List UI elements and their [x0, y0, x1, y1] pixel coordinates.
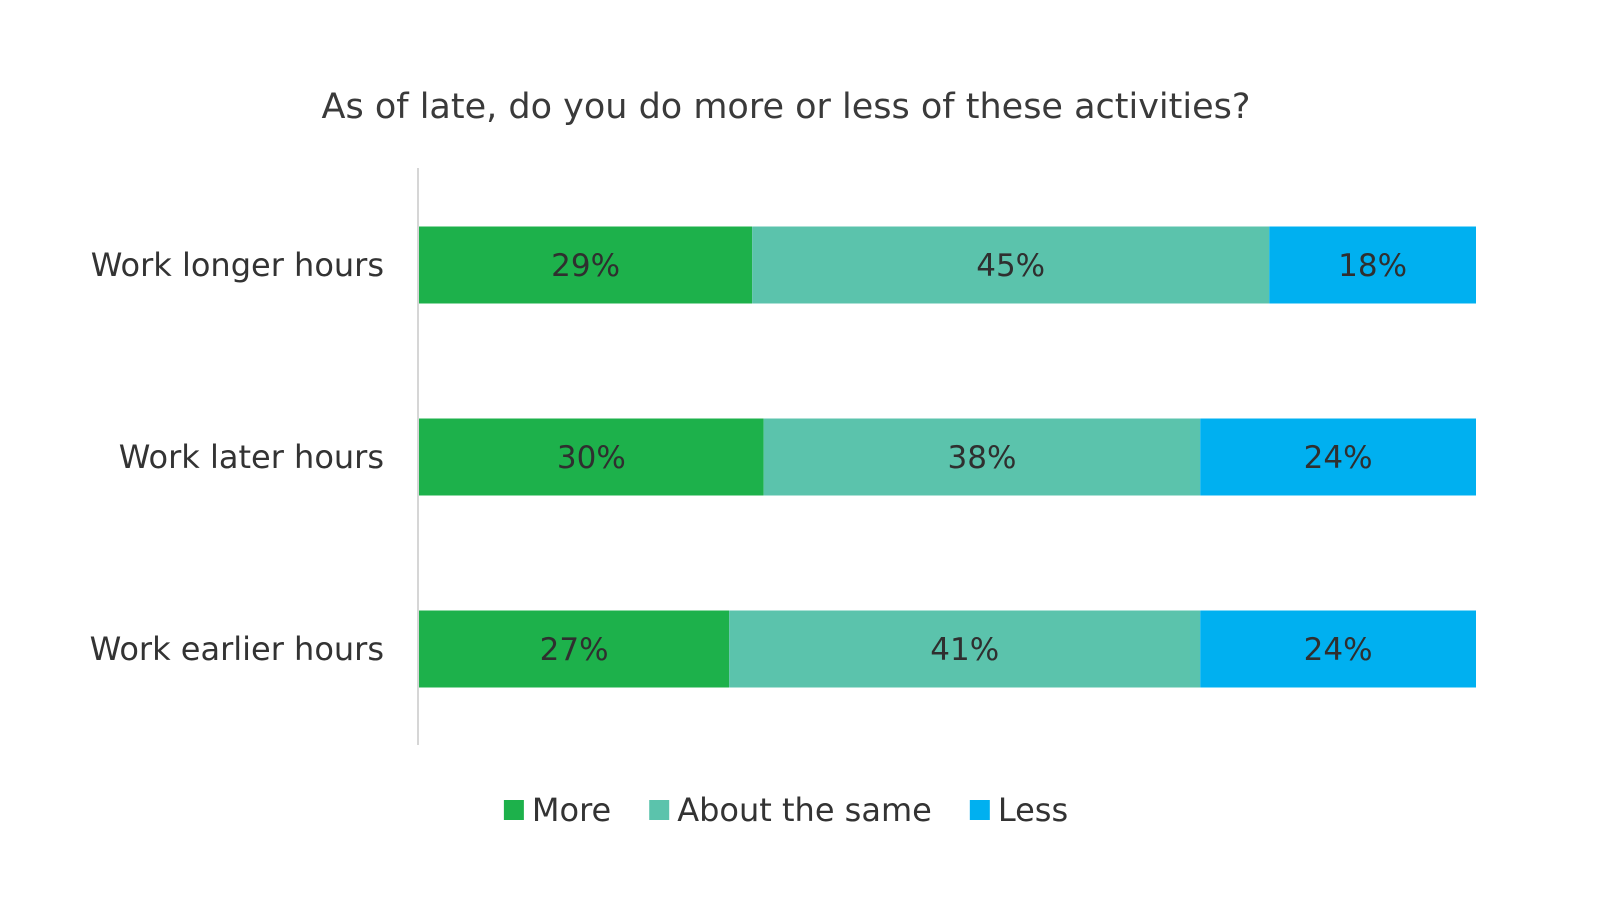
bar-about-the-same-work-earlier-hours [729, 610, 1201, 688]
data-label-less-work-longer-hours: 18% [1338, 248, 1407, 284]
legend-swatch-more [503, 800, 524, 820]
bar-about-the-same-work-longer-hours [752, 226, 1270, 304]
bar-less-work-earlier-hours [1200, 610, 1476, 688]
data-label-less-work-later-hours: 24% [1304, 440, 1373, 476]
category-label-work-longer-hours: Work longer hours [91, 246, 384, 284]
bar-more-work-longer-hours [419, 226, 753, 304]
chart-title: As of late, do you do more or less of th… [322, 87, 1251, 127]
data-label-more-work-longer-hours: 29% [551, 248, 620, 284]
bar-more-work-later-hours [419, 418, 764, 496]
legend-label-about-the-same: About the same [677, 791, 932, 829]
legend-label-less: Less [998, 791, 1068, 829]
legend-item-more: More [503, 791, 611, 829]
legend: More About the same Less [503, 791, 1068, 829]
category-label-work-earlier-hours: Work earlier hours [90, 630, 384, 668]
category-label-work-later-hours: Work later hours [119, 438, 384, 476]
bar-less-work-later-hours [1200, 418, 1476, 496]
data-label-more-work-earlier-hours: 27% [540, 632, 609, 668]
bar-more-work-earlier-hours [419, 610, 730, 688]
legend-swatch-about-the-same [649, 800, 670, 820]
data-label-about-the-same-work-earlier-hours: 41% [930, 632, 999, 668]
data-label-more-work-later-hours: 30% [557, 440, 626, 476]
data-label-about-the-same-work-longer-hours: 45% [976, 248, 1045, 284]
plot-area: Work longer hours 29% 45% 18% Work later hou… [90, 226, 1476, 688]
bar-about-the-same-work-later-hours [763, 418, 1201, 496]
legend-label-more: More [532, 791, 611, 829]
legend-item-less: Less [969, 791, 1068, 829]
legend-item-about-the-same: About the same [649, 791, 932, 829]
data-label-less-work-earlier-hours: 24% [1304, 632, 1373, 668]
bar-less-work-longer-hours [1269, 226, 1476, 304]
legend-swatch-less [969, 800, 990, 820]
data-label-about-the-same-work-later-hours: 38% [948, 440, 1017, 476]
